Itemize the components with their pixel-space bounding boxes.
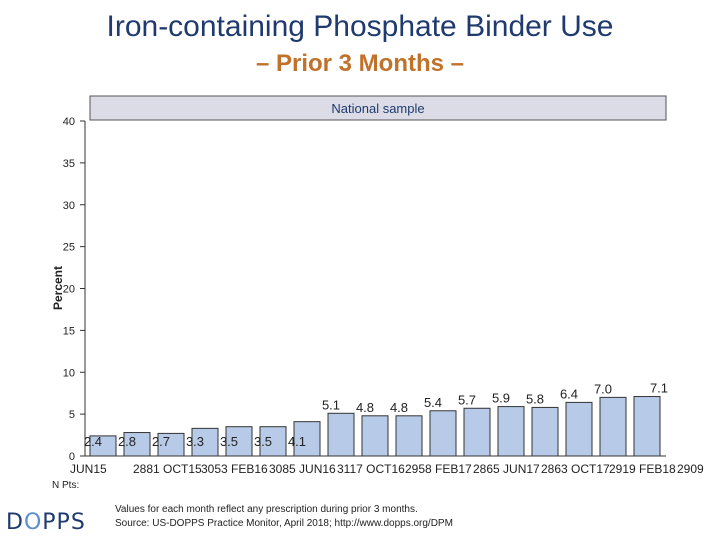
x-tick-label: 2863 OCT17 (541, 462, 610, 476)
bar (361, 415, 389, 457)
bar (531, 406, 559, 457)
bar-value-label: 5.4 (424, 395, 442, 410)
y-tick-label: 30 (63, 200, 75, 212)
bar (565, 401, 593, 457)
x-tick-label: 2865 JUN17 (473, 462, 540, 476)
y-tick-label: 40 (63, 116, 75, 128)
panel-header (89, 95, 667, 121)
bar (395, 415, 423, 457)
x-tick-label: 2958 FEB17 (405, 462, 472, 476)
page-subtitle: – Prior 3 Months – (255, 50, 465, 77)
bar (89, 435, 117, 457)
y-tick-label: 5 (69, 409, 75, 421)
bar (191, 427, 219, 457)
y-tick-label: 15 (63, 325, 75, 337)
bar (293, 421, 321, 457)
bar-value-label: 5.1 (322, 397, 340, 412)
bar (599, 396, 627, 457)
x-tick-label: JUN15 (70, 462, 107, 476)
bar-value-label: 7.0 (594, 381, 612, 396)
y-tick-label: 35 (63, 158, 75, 170)
bar-value-label: 4.8 (356, 400, 374, 415)
x-tick-label: 3117 OCT16 (337, 462, 405, 476)
footnote: Values for each month reflect any prescr… (115, 503, 453, 531)
x-tick-label: 3085 JUN16 (269, 462, 336, 476)
bar-value-label: 2.7 (152, 434, 170, 449)
bar-value-label: 3.5 (254, 434, 272, 449)
bar-value-label: 2.8 (118, 434, 136, 449)
bar-value-label: 5.8 (526, 391, 544, 406)
bar (225, 426, 253, 457)
logo-suffix: PPS (42, 510, 86, 535)
bar (259, 426, 287, 457)
y-tick-label: 0 (69, 451, 75, 463)
bar-value-label: 4.8 (390, 400, 408, 415)
bar (327, 412, 355, 457)
bar-value-label: 4.1 (288, 434, 306, 449)
npts-label: N Pts: (52, 480, 79, 491)
bar (123, 432, 151, 457)
logo-prefix: D (6, 510, 24, 535)
footnote-line-1: Values for each month reflect any prescr… (115, 504, 418, 515)
bar-value-label: 3.5 (220, 434, 238, 449)
dopps-logo: DOPPS (6, 510, 86, 535)
x-tick-label: 3053 FEB16 (201, 462, 268, 476)
y-tick-label: 20 (63, 284, 75, 296)
bar (633, 396, 661, 457)
y-axis-label: Percent (51, 266, 65, 310)
x-tick-label: 2909 (677, 462, 704, 476)
bar-value-label: 2.4 (84, 434, 102, 449)
logo-middle: O (23, 510, 43, 535)
panel-title: National sample (331, 101, 424, 116)
bar-value-label: 7.1 (650, 381, 668, 396)
bar-value-label: 5.7 (458, 392, 476, 407)
bar (497, 406, 525, 457)
x-tick-label: 2919 FEB18 (609, 462, 676, 476)
bar-value-label: 6.4 (560, 386, 578, 401)
page-title: Iron-containing Phosphate Binder Use (106, 10, 614, 43)
bar-value-label: 3.3 (186, 434, 204, 449)
bar (157, 432, 185, 457)
y-tick-label: 25 (63, 242, 75, 254)
bar (463, 407, 491, 457)
footnote-line-2: Source: US-DOPPS Practice Monitor, April… (115, 518, 453, 529)
y-tick-label: 10 (63, 367, 75, 379)
bar (429, 410, 457, 457)
bar-value-label: 5.9 (492, 391, 510, 406)
x-tick-label: 2881 OCT15 (133, 462, 202, 476)
